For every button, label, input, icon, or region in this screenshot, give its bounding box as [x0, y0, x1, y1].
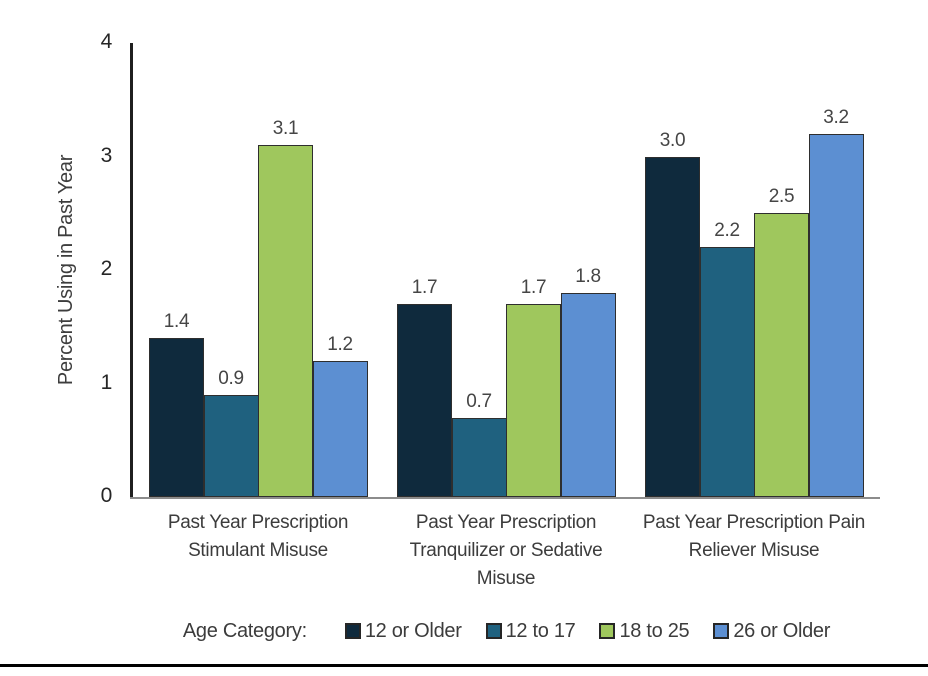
legend-swatch: [485, 623, 502, 639]
bar-value-label: 3.1: [272, 118, 299, 140]
bar-value-label: 1.8: [575, 265, 601, 287]
bar-value-label: 0.7: [466, 390, 492, 412]
category-label: Past Year Prescription Pain Reliever Mis…: [642, 512, 866, 561]
legend-swatch: [344, 623, 361, 639]
bar-value-label: 2.2: [714, 220, 740, 242]
legend-label: 18 to 25: [619, 619, 690, 642]
y-tick-label: 0: [100, 484, 113, 507]
y-tick-label: 1: [100, 370, 113, 394]
bar: [560, 292, 616, 497]
legend-swatch: [713, 623, 730, 639]
legend-entry: 26 or Older: [713, 620, 830, 643]
bar-value-label: 2.5: [768, 186, 795, 208]
legend-label: 12 to 17: [505, 619, 576, 642]
bar-value-label: 1.4: [163, 311, 190, 333]
category-label: Past Year Prescription Stimulant Misuse: [167, 512, 349, 561]
bar-value-label: 0.9: [218, 367, 244, 389]
bar-value-label: 3.0: [659, 129, 686, 151]
bar: [203, 394, 259, 497]
legend-label: 12 or Older: [364, 619, 462, 642]
legend-swatch: [599, 623, 616, 639]
bar: [397, 304, 452, 497]
bar: [258, 145, 313, 497]
bar: [699, 247, 755, 497]
bar: [645, 156, 700, 497]
bar-value-label: 1.7: [411, 277, 438, 299]
bar-value-label: 1.2: [327, 333, 353, 355]
bottom-rule: [0, 664, 928, 667]
legend-title: Age Category:: [182, 619, 307, 642]
legend-label: 26 or Older: [733, 619, 831, 642]
bar: [754, 213, 809, 497]
bar-value-label: 1.7: [520, 277, 547, 299]
legend-entry: 12 to 17: [485, 619, 576, 643]
x-axis-line: [130, 497, 880, 499]
legend: Age Category: 12 or Older 12 to 17 18 to 2…: [133, 618, 880, 644]
y-axis-line: [130, 43, 133, 499]
y-tick-label: 3: [100, 143, 113, 167]
bar: [451, 417, 507, 497]
y-tick-label: 4: [100, 30, 113, 53]
bar: [312, 360, 368, 497]
bar-value-label: 3.2: [823, 106, 849, 128]
category-label: Past Year Prescription Tranquilizer or S…: [409, 512, 603, 589]
legend-entry: 12 or Older: [344, 619, 462, 643]
y-tick-label: 2: [100, 257, 113, 280]
bar: [506, 304, 561, 497]
bar: [149, 338, 204, 497]
bar: [808, 133, 864, 497]
legend-entry: 18 to 25: [599, 619, 690, 643]
